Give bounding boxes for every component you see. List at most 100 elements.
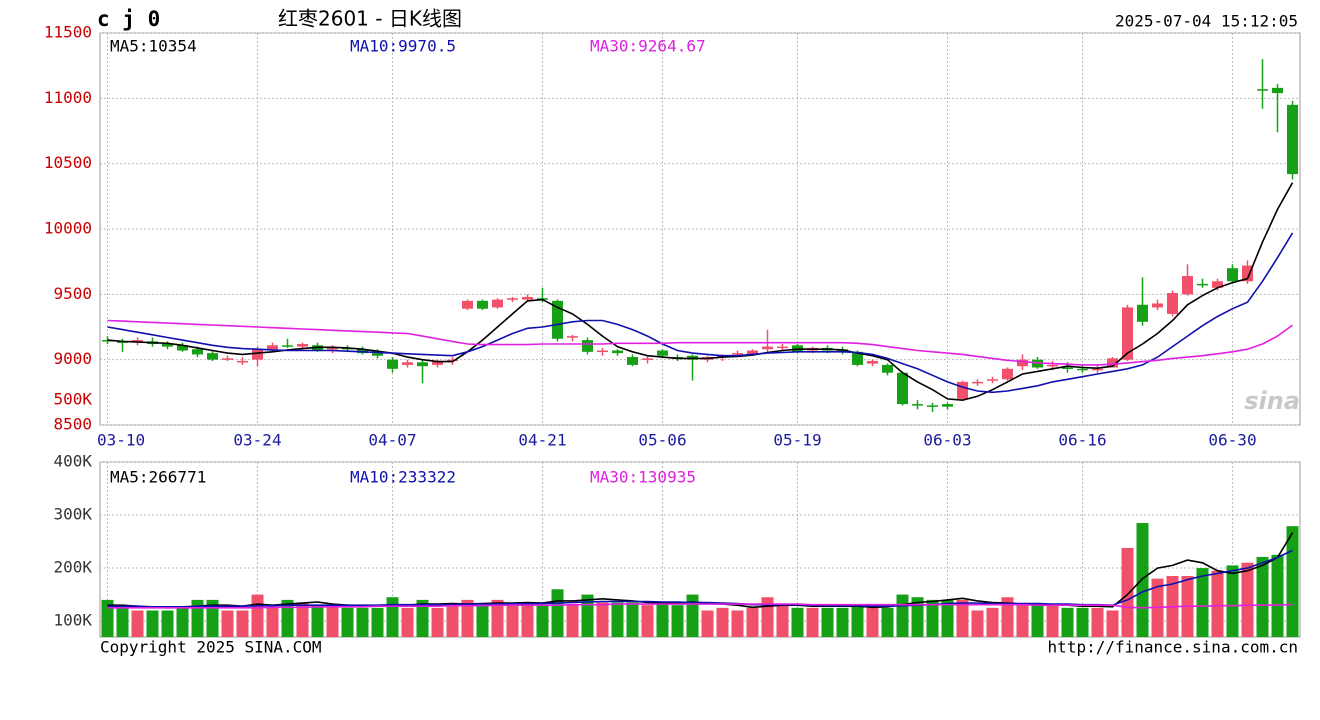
x-tick-label: 03-24 [233,431,281,450]
candle-body [852,351,863,365]
volume-bar [656,602,669,637]
volume-bar [101,599,114,637]
candle-body [432,360,443,365]
volume-bar [566,605,579,637]
x-tick-label: 06-30 [1208,431,1256,450]
candle-body [582,340,593,352]
candle-body [162,343,173,347]
volume-bar [716,607,729,637]
candle-body [477,300,488,309]
source-url: http://finance.sina.com.cn [1048,638,1298,657]
volume-bar [731,610,744,637]
volume-bar [461,599,474,637]
candle-body [402,362,413,365]
volume-bar [791,607,804,637]
candle-body [1062,367,1073,370]
volume-bar [1016,605,1029,637]
candle-body [462,300,473,309]
symbol: c j 0 [97,7,160,31]
y-tick-label: 8500 [53,415,92,434]
candle-body [522,296,533,300]
candle-body [297,343,308,347]
volume-bar [806,607,819,637]
candle-body [1272,87,1283,94]
ma-line [107,182,1294,402]
candle-body [1137,304,1148,322]
candle-body [567,336,578,338]
candle-body [1047,364,1058,367]
volume-bar [911,597,924,637]
timestamp: 2025-07-04 15:12:05 [1115,12,1298,31]
candle-body [1242,265,1253,282]
volume-bar [1091,607,1104,637]
candle-body [192,349,203,355]
candle-body [777,346,788,349]
candle-body [1227,268,1238,282]
y-tick-label: 11000 [44,88,92,107]
candle-body [1077,368,1088,371]
volume-bar [206,599,219,637]
y-tick-label: 11500 [44,23,92,42]
volume-bar [176,607,189,637]
volume-bar [1001,597,1014,637]
x-tick-label: 05-19 [773,431,821,450]
volume-bar [326,605,339,637]
candle-body [417,362,428,367]
volume-bar [371,607,384,637]
candle-body [207,353,218,360]
candle-body [177,345,188,351]
volume-bar [881,607,894,637]
volume-bar [116,607,129,637]
candle-body [1182,276,1193,295]
volume-bar [281,599,294,637]
volume-bar [866,607,879,637]
volume-bar [1286,526,1299,637]
volume-bar [416,599,429,637]
watermark: sina [1244,387,1300,415]
candle-body [897,372,908,405]
y-tick-label: 100K [53,611,92,630]
volume-bar [1271,554,1284,637]
candle-body [447,359,458,362]
x-tick-label: 05-06 [638,431,686,450]
y-tick-label: 400K [53,452,92,471]
candle-body [1257,89,1268,91]
candle-body [867,360,878,364]
volume-bar [536,605,549,637]
candle-body [1212,281,1223,288]
candle-body [747,350,758,355]
volume-bar [1136,522,1149,637]
candle-body [387,359,398,369]
x-tick-label: 04-07 [368,431,416,450]
volume-bar [1046,605,1059,637]
volume-bar [986,607,999,637]
candle-body [252,349,263,360]
candle-body [912,404,923,406]
volume-bar [611,602,624,637]
volume-bar [836,607,849,637]
volume-bar [746,607,759,637]
volume-bar [956,599,969,637]
volume-bar [971,610,984,637]
candle-body [882,364,893,373]
candle-body [972,381,983,384]
y-tick-label: 10500 [44,153,92,172]
volume-bar [821,607,834,637]
volume-bar [506,605,519,637]
candle-body [267,345,278,350]
x-tick-label: 03-10 [97,431,145,450]
volume-bar [161,610,174,637]
volume-bar [1121,547,1134,637]
candle-body [1197,283,1208,286]
candle-body [327,347,338,350]
volume-bar [221,610,234,637]
volume-bar [761,597,774,637]
stray-axis-label: 500K [53,390,92,409]
candle-body [732,353,743,355]
copyright: Copyright 2025 SINA.COM [100,638,322,657]
candle-body [1287,104,1298,175]
candle-body [222,358,233,360]
candle-body [237,360,248,363]
candle-body [552,300,563,339]
